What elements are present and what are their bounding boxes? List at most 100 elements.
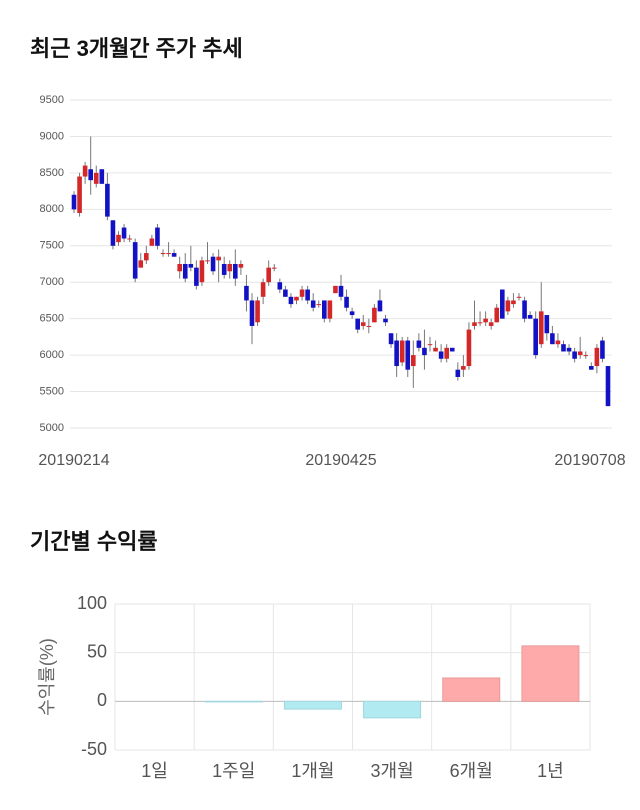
candle-body [394, 340, 399, 367]
candle-body [399, 340, 405, 363]
candle-body [388, 333, 394, 345]
y-tick-label: 9500 [40, 94, 64, 106]
candle-body [488, 322, 494, 326]
candle-body [316, 304, 322, 306]
candle-body [188, 264, 194, 268]
candle-body [583, 355, 589, 357]
y-tick-label: 6500 [40, 313, 64, 325]
y-tick-label: 6000 [40, 349, 64, 361]
x-tick-label: 1개월 [291, 761, 334, 781]
candle-body [360, 322, 366, 326]
bar [283, 700, 342, 710]
candle-body [594, 347, 600, 367]
candle-body [461, 366, 466, 370]
candle-body [310, 300, 316, 308]
y-axis-label: 수익률(%) [37, 638, 57, 716]
candle-body [427, 344, 433, 346]
candle-body [244, 285, 249, 301]
candle-body [238, 264, 244, 268]
candle-body [405, 340, 411, 370]
candle-body [138, 260, 144, 268]
candle-body [500, 289, 505, 319]
candle-body [155, 227, 160, 246]
candle-body [522, 300, 527, 319]
candle-body [555, 340, 561, 345]
candle-body [472, 322, 477, 326]
candle-body [127, 238, 132, 240]
candle-body [466, 329, 472, 367]
candle-body [566, 347, 572, 352]
candle-body [344, 296, 349, 308]
candle-body [550, 333, 555, 345]
y-tick-label: -50 [81, 739, 107, 759]
candle-body [171, 253, 177, 257]
y-tick-label: 50 [87, 641, 107, 661]
candle-body [600, 340, 605, 359]
candle-body [288, 296, 294, 305]
candle-body [110, 220, 116, 246]
candle-body [177, 264, 182, 272]
x-tick-label: 20190214 [38, 452, 109, 469]
candle-body [511, 300, 516, 305]
y-tick-label: 5500 [40, 385, 64, 397]
candle-body [77, 176, 82, 213]
candle-body [338, 285, 344, 297]
candle-body [233, 264, 238, 279]
x-tick-label: 3개월 [371, 761, 414, 781]
candle-body [294, 296, 299, 301]
candle-body [366, 325, 372, 327]
candle-body [216, 256, 221, 261]
candle-body [577, 351, 583, 356]
candle-body [271, 267, 277, 269]
candle-body [355, 318, 360, 330]
bar [521, 645, 580, 702]
x-tick-label: 1년 [537, 761, 564, 781]
candle-body [221, 264, 227, 275]
candle-body [105, 183, 110, 217]
candle-body [93, 172, 99, 184]
candle-body [227, 264, 233, 272]
candle-body [416, 340, 422, 348]
candle-body [327, 300, 333, 319]
candle-body [88, 169, 93, 181]
candle-body [411, 355, 416, 367]
candle-body [477, 322, 483, 324]
candle-body [449, 347, 455, 352]
candle-body [194, 267, 199, 286]
candle-body [99, 169, 105, 184]
candle-body [305, 289, 310, 301]
y-tick-label: 7500 [40, 240, 64, 252]
candle-body [444, 347, 449, 359]
y-tick-label: 8000 [40, 203, 64, 215]
bar [363, 700, 422, 719]
candle-body [333, 285, 338, 294]
y-tick-label: 7000 [40, 276, 64, 288]
candle-body [572, 351, 577, 359]
candle-body [377, 300, 383, 312]
x-tick-label: 20190708 [554, 452, 625, 469]
y-tick-label: 5000 [40, 422, 64, 434]
candle-body [182, 264, 188, 279]
candle-body [505, 300, 511, 312]
candle-body [483, 318, 488, 323]
bar [204, 700, 263, 703]
candle-body [455, 369, 461, 377]
candle-body [71, 194, 77, 210]
candle-body [372, 307, 377, 323]
candle-body [538, 311, 544, 345]
candle-body [589, 366, 594, 370]
chart-title: 최근 3개월간 주가 추세 [30, 36, 243, 61]
candle-body [82, 165, 88, 177]
candle-body [561, 344, 566, 352]
candle-body [199, 260, 205, 283]
candle-body [283, 289, 288, 297]
candle-body [299, 289, 305, 297]
y-tick-label: 8500 [40, 167, 64, 179]
bar [442, 677, 501, 702]
candle-body [266, 267, 271, 283]
candle-body [166, 253, 171, 255]
candle-body [121, 227, 127, 239]
candle-body [383, 318, 388, 323]
x-tick-label: 1일 [141, 761, 168, 781]
